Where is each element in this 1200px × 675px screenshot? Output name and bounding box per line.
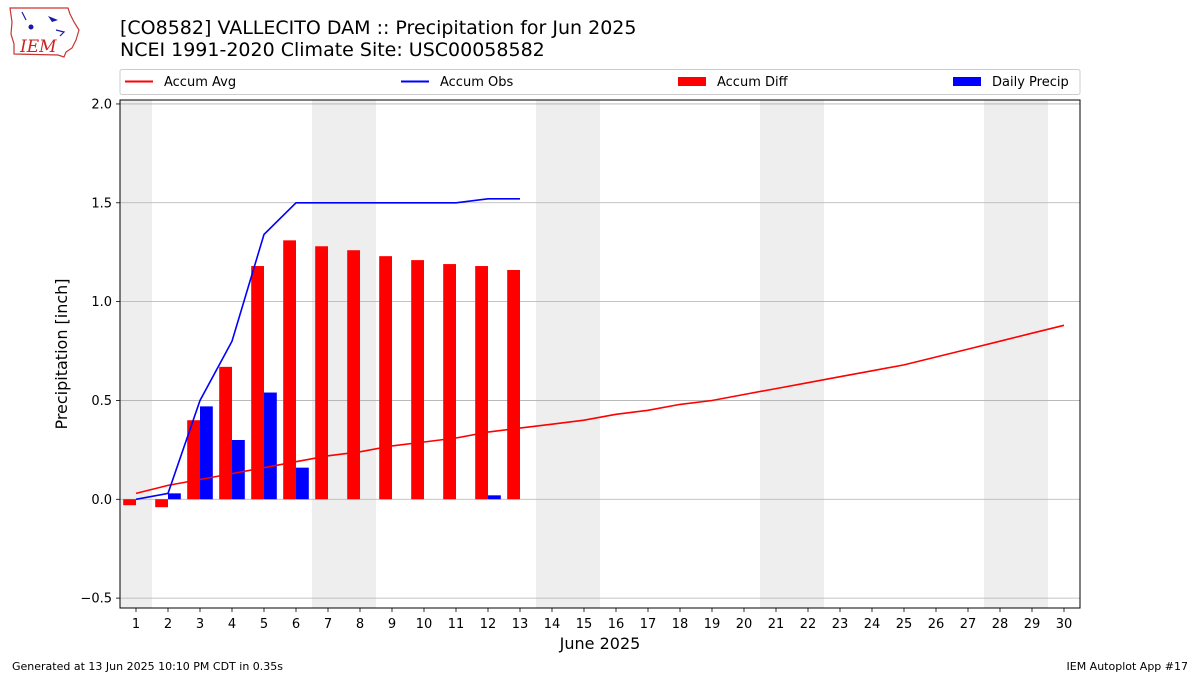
x-tick-label: 30 [1056,617,1073,632]
accum-diff-bar [219,366,232,500]
accum-diff-bar [507,269,520,500]
x-axis-label: June 2025 [559,634,641,653]
y-tick-label: −0.5 [80,592,112,607]
x-tick-label: 7 [324,617,332,632]
y-tick-label: 0.0 [91,493,112,508]
x-tick-label: 6 [292,617,300,632]
weekend-band [120,100,152,608]
series-lines [135,198,1065,501]
x-tick-label: 20 [736,617,753,632]
daily-precip-bar [264,392,277,500]
daily-precip-bar [168,493,181,500]
x-tick-label: 5 [260,617,268,632]
accum-diff-bar [155,499,168,508]
x-tick-label: 14 [544,617,561,632]
accum-diff-bar [379,256,392,500]
accum-diff-bar [411,260,424,500]
x-tick-label: 23 [832,617,849,632]
logo-text: IEM [19,37,57,57]
x-tick-label: 24 [864,617,881,632]
weekend-band [536,100,600,608]
chart-title-line2: NCEI 1991-2020 Climate Site: USC00058582 [120,39,545,61]
accum-diff-bar [347,250,360,500]
axis-ticks: 1 2 3 4 5 6 7 8 9 10 11 12 13 14 15 16 17 18 19 20 21 22 23 24 2… [80,97,1072,632]
x-tick-label: 28 [992,617,1009,632]
accum-diff-bar [443,264,456,500]
footer-app: IEM Autoplot App #17 [1066,660,1189,673]
x-tick-label: 18 [672,617,689,632]
legend-label-diff: Accum Diff [717,75,789,90]
y-tick-label: 0.5 [91,394,112,409]
chart-title: [CO8582] VALLECITO DAM :: Precipitation … [120,17,636,61]
y-axis-label: Precipitation [inch] [52,278,71,429]
daily-precip-bar [232,439,245,500]
accum-diff-bar [475,266,488,500]
x-tick-label: 25 [896,617,913,632]
x-tick-label: 2 [164,617,172,632]
daily-precip-bar [200,406,213,500]
y-tick-label: 2.0 [91,97,112,112]
x-tick-label: 22 [800,617,817,632]
bars [123,240,520,508]
x-tick-label: 8 [356,617,364,632]
y-tick-label: 1.0 [91,295,112,310]
accum-avg-line [135,324,1065,495]
legend-label-avg: Accum Avg [164,75,236,90]
x-tick-label: 13 [512,617,529,632]
x-tick-label: 15 [576,617,593,632]
weekend-band [984,100,1048,608]
x-tick-label: 3 [196,617,204,632]
x-tick-label: 27 [960,617,977,632]
x-tick-label: 26 [928,617,945,632]
legend-swatch-daily [953,77,981,86]
legend-label-obs: Accum Obs [440,75,513,90]
y-tick-label: 1.5 [91,196,112,211]
legend: Accum Avg Accum Obs Accum Diff Daily Pre… [119,69,1081,95]
legend-frame [119,69,1081,95]
accum-obs-line [135,198,520,501]
x-tick-label: 21 [768,617,785,632]
x-tick-label: 1 [132,617,140,632]
accum-diff-bar [283,240,296,500]
accum-diff-bar [315,246,328,500]
weekend-band [760,100,824,608]
chart-title-line1: [CO8582] VALLECITO DAM :: Precipitation … [120,17,637,39]
x-tick-label: 16 [608,617,625,632]
legend-label-daily: Daily Precip [992,75,1069,90]
daily-precip-bar [296,467,309,500]
x-tick-label: 4 [228,617,236,632]
plot-frame [119,99,1081,609]
x-tick-label: 19 [704,617,721,632]
x-tick-label: 12 [480,617,497,632]
x-tick-label: 9 [388,617,396,632]
daily-precip-bar [488,495,501,500]
legend-swatch-diff [678,77,706,86]
weekend-shading [120,100,1048,608]
accum-diff-bar [123,499,136,506]
accum-diff-bar [251,266,264,500]
x-tick-label: 10 [416,617,433,632]
x-tick-label: 11 [448,617,465,632]
footer-generated: Generated at 13 Jun 2025 10:10 PM CDT in… [12,660,284,673]
x-tick-label: 29 [1024,617,1041,632]
grid-lines [120,103,1080,599]
iem-logo: IEM [9,7,80,58]
x-tick-label: 17 [640,617,657,632]
